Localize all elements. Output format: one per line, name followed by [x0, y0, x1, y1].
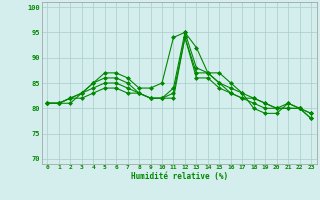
X-axis label: Humidité relative (%): Humidité relative (%) — [131, 172, 228, 181]
